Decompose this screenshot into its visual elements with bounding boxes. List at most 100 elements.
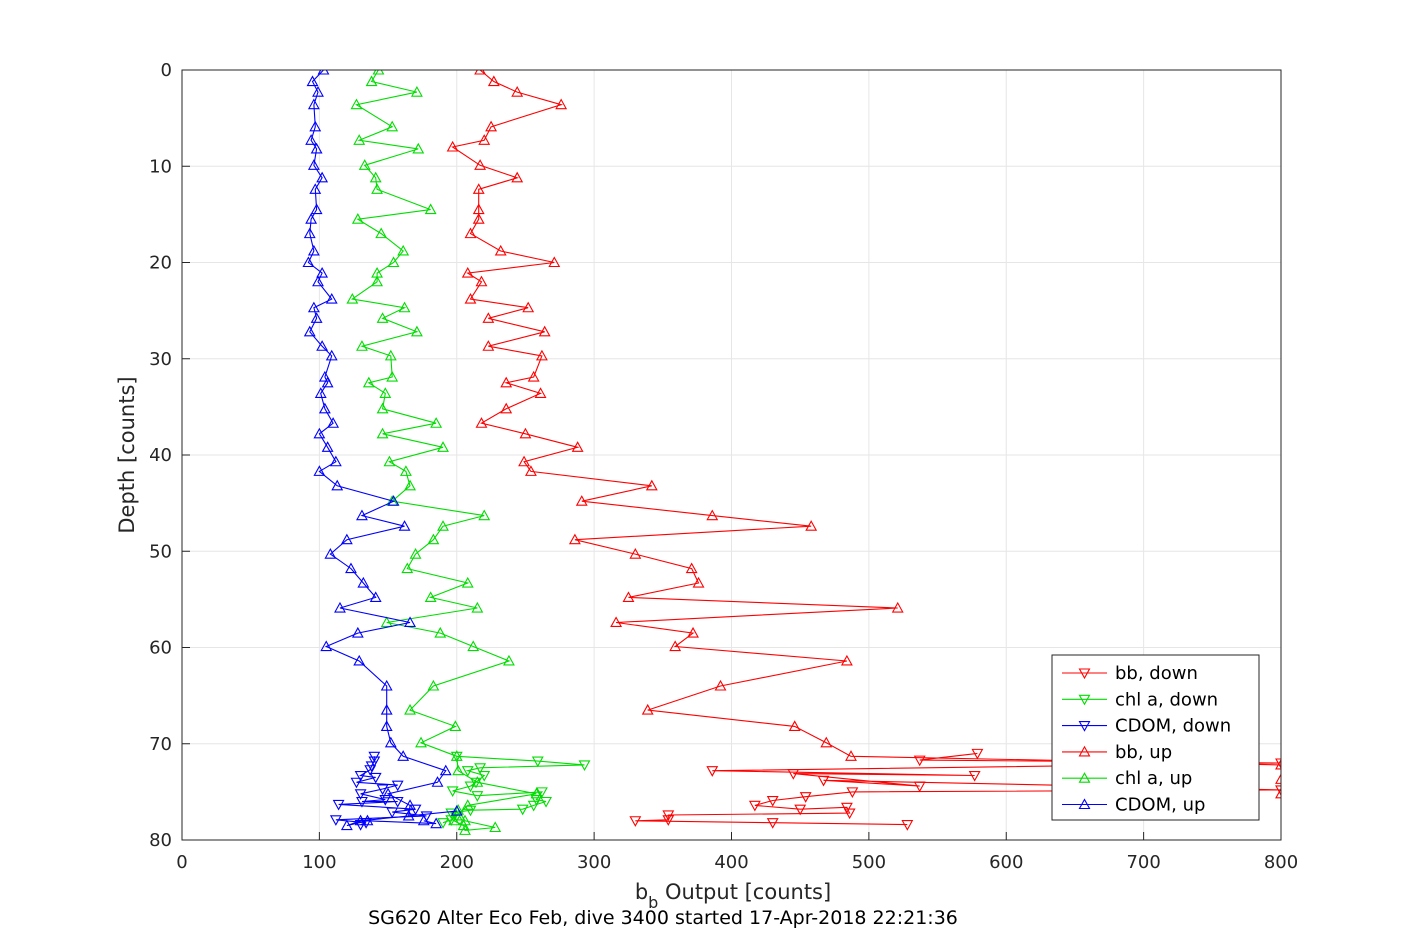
data-point — [913, 755, 926, 767]
data-point — [376, 427, 389, 439]
data-point — [431, 776, 444, 787]
data-point — [430, 817, 443, 829]
data-point — [461, 576, 474, 588]
data-point — [379, 795, 392, 806]
data-point — [384, 736, 397, 748]
data-point — [478, 509, 491, 521]
data-point — [369, 772, 382, 784]
legend-marker — [1078, 721, 1091, 732]
data-point — [404, 479, 416, 491]
series-bb-up — [446, 70, 1281, 799]
data-point — [527, 370, 540, 382]
data-point — [500, 376, 513, 388]
data-point — [475, 417, 488, 428]
data-point — [472, 183, 485, 194]
y-tick-label: 0 — [161, 60, 172, 81]
data-point — [376, 784, 389, 796]
data-point — [427, 533, 440, 545]
data-point — [350, 777, 363, 789]
data-point — [358, 159, 371, 170]
data-point — [820, 736, 833, 748]
data-point — [329, 455, 342, 467]
data-point — [845, 750, 857, 761]
y-axis-label: Depth [counts] — [115, 376, 139, 533]
data-point — [310, 203, 323, 215]
data-point — [345, 562, 357, 574]
data-point — [714, 679, 727, 691]
data-point — [312, 86, 324, 97]
data-point — [530, 795, 543, 806]
data-point — [357, 576, 370, 588]
data-point — [459, 814, 471, 826]
data-point — [320, 640, 333, 652]
data-point — [459, 824, 471, 835]
data-point — [534, 387, 547, 398]
data-point — [303, 227, 316, 239]
data-point — [971, 748, 984, 760]
data-point — [685, 562, 698, 574]
data-point — [430, 417, 443, 428]
data-point — [437, 441, 449, 452]
data-point — [398, 520, 411, 531]
data-point — [692, 576, 705, 588]
legend-marker — [1078, 694, 1091, 706]
data-point — [306, 75, 319, 87]
data-point — [511, 86, 524, 97]
y-tick-label: 50 — [149, 541, 172, 562]
data-point — [353, 134, 366, 145]
data-point — [846, 787, 859, 799]
data-point — [531, 756, 544, 768]
data-point — [472, 213, 485, 224]
data-point — [309, 120, 322, 132]
data-point — [474, 763, 487, 774]
data-point — [354, 770, 367, 782]
y-tick-label: 80 — [149, 830, 172, 851]
legend-item-chl-a-up: chl a, up — [1062, 768, 1192, 789]
data-point — [384, 349, 397, 361]
data-point — [313, 465, 326, 476]
data-point — [386, 120, 399, 132]
y-tick-label: 60 — [149, 638, 172, 659]
data-point — [1275, 773, 1281, 784]
data-point — [386, 370, 399, 382]
data-point — [410, 325, 423, 337]
data-point — [369, 171, 382, 183]
data-point — [766, 795, 779, 807]
data-point — [356, 509, 368, 521]
legend-label: chl a, down — [1115, 689, 1218, 710]
x-tick-label: 500 — [852, 852, 886, 873]
data-point — [449, 720, 462, 731]
data-point — [794, 804, 807, 816]
data-point — [391, 780, 404, 792]
data-point — [518, 455, 530, 467]
data-point — [494, 244, 507, 256]
data-point — [437, 520, 449, 531]
data-point — [464, 227, 477, 239]
data-point — [446, 786, 459, 798]
data-point — [629, 816, 642, 827]
data-point — [371, 275, 384, 287]
data-point — [891, 601, 904, 613]
data-point — [318, 370, 331, 382]
data-point — [387, 256, 400, 268]
series-layer — [302, 70, 1281, 835]
data-point — [409, 548, 422, 559]
y-tick-label: 70 — [149, 734, 172, 755]
data-point — [321, 376, 334, 388]
data-point — [805, 520, 818, 531]
data-point — [351, 626, 364, 638]
data-point — [843, 808, 856, 820]
data-point — [356, 796, 368, 808]
data-point — [478, 134, 491, 145]
data-point — [516, 804, 529, 816]
data-point — [376, 402, 389, 414]
data-point — [485, 120, 498, 132]
x-tick-label: 800 — [1264, 852, 1298, 873]
y-tick-label: 10 — [149, 156, 172, 177]
data-point — [303, 325, 316, 337]
data-point — [538, 325, 551, 337]
data-point — [519, 427, 532, 439]
data-point — [527, 800, 540, 812]
data-point — [375, 227, 388, 239]
x-tick-label: 700 — [1126, 852, 1160, 873]
